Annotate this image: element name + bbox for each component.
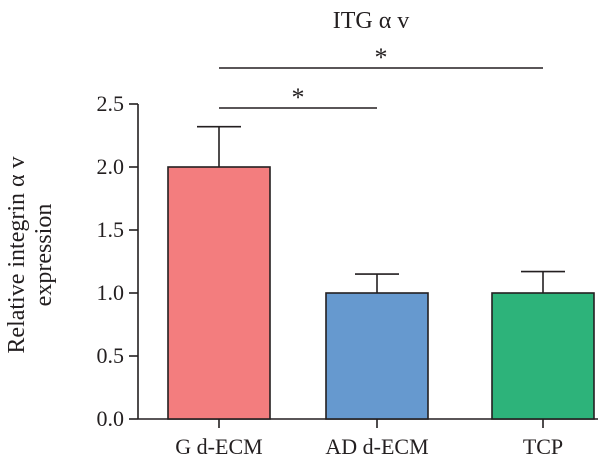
bar <box>325 292 429 420</box>
plot-area: 0.0 0.5 1.0 1.5 2.0 2.5 G d-ECM AD d-ECM TCP * * <box>97 43 598 459</box>
bar <box>167 166 271 420</box>
y-tick-label: 0.0 <box>97 406 125 431</box>
x-tick-label: AD d-ECM <box>325 434 428 459</box>
significance-star: * <box>375 43 388 72</box>
x-tick-label: TCP <box>523 434 563 459</box>
y-axis-label-line1: Relative integrin α v <box>4 156 30 353</box>
y-axis-label: Relative integrin α v expression <box>4 156 57 353</box>
y-tick-label: 1.0 <box>97 280 125 305</box>
significance-star: * <box>292 83 305 112</box>
y-tick-label: 2.0 <box>97 154 125 179</box>
bar <box>491 292 595 420</box>
chart-title: ITG α v <box>333 8 410 34</box>
y-tick-label: 1.5 <box>97 217 125 242</box>
x-tick-label: G d-ECM <box>175 434 262 459</box>
y-tick-label: 2.5 <box>97 91 125 116</box>
y-axis-label-line2: expression <box>31 204 57 307</box>
y-tick-label: 0.5 <box>97 343 125 368</box>
